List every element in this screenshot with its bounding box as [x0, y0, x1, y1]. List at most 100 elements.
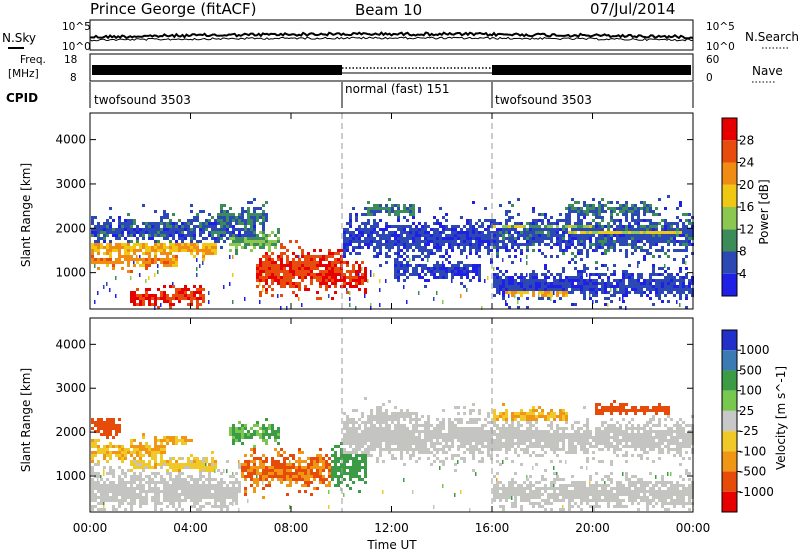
scatter-cell [349, 418, 352, 421]
scatter-cell [97, 427, 100, 430]
scatter-cell [529, 240, 532, 243]
scatter-cell [505, 246, 508, 249]
scatter-cell [664, 228, 667, 231]
scatter-cell [526, 261, 528, 265]
scatter-cell [412, 454, 415, 457]
scatter-cell [667, 234, 670, 237]
scatter-cell [106, 282, 108, 286]
scatter-cell [643, 243, 646, 246]
scatter-cell [202, 496, 205, 499]
scatter-cell [181, 243, 184, 246]
scatter-cell [265, 288, 268, 291]
scatter-cell [232, 213, 235, 216]
scatter-cell [526, 255, 528, 259]
scatter-cell [352, 463, 355, 466]
scatter-cell [634, 246, 637, 249]
scatter-cell [682, 225, 685, 228]
scatter-cell [172, 258, 175, 261]
scatter-cell [343, 448, 346, 451]
scatter-cell [313, 475, 316, 478]
scatter-cell [400, 225, 403, 228]
scatter-cell [130, 255, 133, 258]
scatter-cell [142, 463, 145, 466]
scatter-cell [193, 228, 196, 231]
scatter-cell [379, 234, 382, 237]
scatter-cell [661, 285, 664, 288]
scatter-cell [451, 228, 454, 231]
scatter-cell [139, 463, 142, 466]
scatter-cell [487, 231, 490, 234]
scatter-cell [679, 303, 681, 307]
scatter-cell [367, 246, 370, 249]
scatter-cell [565, 282, 568, 285]
scatter-cell [454, 225, 457, 228]
scatter-cell [268, 270, 271, 273]
scatter-cell [232, 496, 235, 499]
scatter-cell [175, 291, 178, 294]
scatter-cell [451, 267, 454, 270]
scatter-cell [454, 267, 457, 270]
scatter-cell [496, 273, 499, 276]
scatter-cell [601, 198, 604, 201]
scatter-cell [166, 472, 169, 475]
scatter-cell [169, 475, 172, 478]
scatter-cell [388, 213, 391, 216]
scatter-cell [409, 457, 412, 460]
scatter-cell [574, 246, 577, 249]
scatter-cell [355, 433, 358, 436]
scatter-cell [625, 273, 628, 276]
scatter-cell [271, 273, 274, 276]
scatter-cell [307, 478, 310, 481]
scatter-cell [169, 478, 172, 481]
scatter-cell [463, 270, 466, 273]
scatter-cell [121, 451, 124, 454]
scatter-cell [196, 243, 199, 246]
scatter-cell [202, 249, 205, 252]
scatter-cell [184, 285, 187, 288]
scatter-cell [607, 267, 609, 271]
scatter-cell [184, 234, 187, 237]
scatter-cell [544, 285, 547, 288]
scatter-cell [418, 246, 421, 249]
scatter-cell [652, 243, 655, 246]
scatter-cell [511, 234, 514, 237]
scatter-cell [442, 240, 445, 243]
scatter-cell [331, 475, 334, 478]
scatter-cell [397, 228, 400, 231]
scatter-cell [211, 496, 214, 499]
scatter-cell [601, 282, 604, 285]
scatter-cell [118, 249, 121, 252]
scatter-cell [619, 222, 622, 225]
scatter-cell [376, 207, 379, 210]
scatter-cell [649, 234, 652, 237]
scatter-cell [121, 234, 124, 237]
scatter-cell [205, 490, 208, 493]
scatter-cell [259, 231, 262, 234]
scatter-cell [385, 415, 388, 418]
scatter-cell [331, 454, 334, 457]
scatter-cell [112, 505, 115, 508]
scatter-cell [238, 213, 241, 216]
scatter-cell [415, 445, 418, 448]
scatter-cell [364, 421, 367, 424]
scatter-cell [685, 306, 688, 309]
scatter-cell [154, 225, 157, 228]
scatter-cell [277, 273, 280, 276]
scatter-cell [394, 225, 397, 228]
scatter-cell [307, 457, 310, 460]
scatter-cell [424, 231, 427, 234]
scatter-cell [433, 436, 436, 439]
scatter-cell [520, 222, 523, 225]
scatter-cell [400, 210, 403, 213]
scatter-cell [505, 282, 508, 285]
scatter-cell [358, 288, 361, 291]
scatter-cell [286, 306, 288, 310]
scatter-cell [655, 249, 658, 252]
scatter-cell [457, 267, 460, 270]
scatter-cell [91, 231, 94, 234]
scatter-cell [229, 216, 232, 219]
scatter-cell [586, 207, 589, 210]
scatter-cell [142, 297, 145, 300]
scatter-cell [571, 288, 574, 291]
scatter-cell [358, 463, 361, 466]
